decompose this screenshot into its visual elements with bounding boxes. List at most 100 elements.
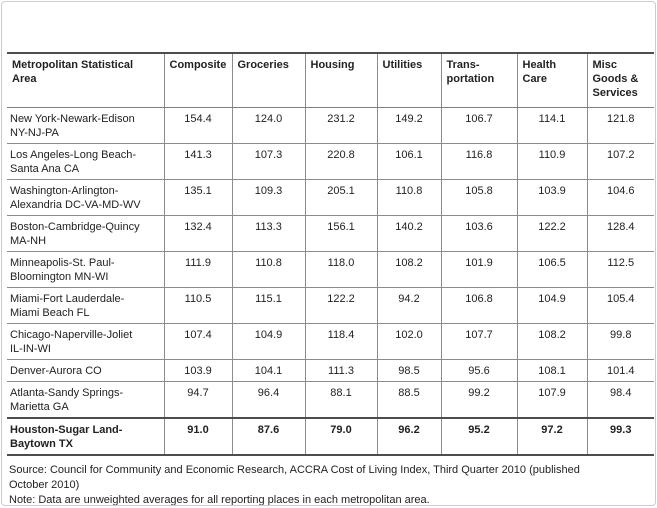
value-cell: 135.1 <box>163 179 232 216</box>
table-body: New York-Newark-Edison NY-NJ-PA 154.4 124.… <box>7 107 654 456</box>
value-cell: 103.6 <box>440 215 517 252</box>
value-cell: 102.0 <box>376 323 441 360</box>
table-row: Los Angeles-Long Beach- Santa Ana CA 141.… <box>7 143 654 180</box>
metro-area-cell: Washington-Arlington- Alexandria DC-VA-M… <box>7 179 164 216</box>
value-cell: 97.2 <box>516 417 587 456</box>
value-cell: 101.9 <box>440 251 517 288</box>
value-cell: 95.6 <box>440 359 517 382</box>
cost-of-living-table: Metropolitan Statistical Area Composite Gr… <box>7 52 654 456</box>
value-cell: 94.7 <box>163 381 232 419</box>
data-note: Note: Data are unweighted averages for a… <box>9 494 430 506</box>
value-cell: 99.8 <box>586 323 654 360</box>
value-cell: 156.1 <box>304 215 377 252</box>
value-cell: 106.1 <box>376 143 441 180</box>
value-cell: 101.4 <box>586 359 654 382</box>
value-cell: 88.5 <box>376 381 441 419</box>
value-cell: 220.8 <box>304 143 377 180</box>
value-cell: 103.9 <box>516 179 587 216</box>
value-cell: 121.8 <box>586 107 654 144</box>
value-cell: 110.8 <box>376 179 441 216</box>
table-row: Atlanta-Sandy Springs- Marietta GA 94.7 96… <box>7 381 654 419</box>
value-cell: 205.1 <box>304 179 377 216</box>
table-footnotes: Source: Council for Community and Econom… <box>9 463 649 506</box>
value-cell: 115.1 <box>231 287 305 324</box>
column-header: Trans- portation <box>440 53 517 108</box>
metro-area-cell: Boston-Cambridge-Quincy MA-NH <box>7 215 164 252</box>
table-row: Chicago-Naperville-Joliet IL-IN-WI 107.4 1… <box>7 323 654 360</box>
value-cell: 132.4 <box>163 215 232 252</box>
metro-area-cell: Atlanta-Sandy Springs- Marietta GA <box>7 381 164 419</box>
table-row: New York-Newark-Edison NY-NJ-PA 154.4 124.… <box>7 107 654 144</box>
value-cell: 107.4 <box>163 323 232 360</box>
value-cell: 118.4 <box>304 323 377 360</box>
value-cell: 113.3 <box>231 215 305 252</box>
value-cell: 109.3 <box>231 179 305 216</box>
value-cell: 107.2 <box>586 143 654 180</box>
table-row: Denver-Aurora CO 103.9 104.1 111.3 98.5 95.6 1… <box>7 359 654 382</box>
value-cell: 104.1 <box>231 359 305 382</box>
column-header: Metropolitan Statistical Area <box>7 53 164 108</box>
value-cell: 91.0 <box>163 417 232 456</box>
table-header-row: Metropolitan Statistical Area Composite Gr… <box>7 53 654 108</box>
value-cell: 106.7 <box>440 107 517 144</box>
column-header: Utilities <box>376 53 441 108</box>
column-header: Housing <box>304 53 377 108</box>
value-cell: 124.0 <box>231 107 305 144</box>
source-note: Source: Council for Community and Econom… <box>9 464 580 491</box>
metro-area-cell: Houston-Sugar Land- Baytown TX <box>7 417 164 456</box>
value-cell: 104.9 <box>516 287 587 324</box>
metro-area-cell: Minneapolis-St. Paul- Bloomington MN-WI <box>7 251 164 288</box>
metro-area-cell: New York-Newark-Edison NY-NJ-PA <box>7 107 164 144</box>
table-row: Miami-Fort Lauderdale- Miami Beach FL 110… <box>7 287 654 324</box>
table-header: Metropolitan Statistical Area Composite Gr… <box>7 53 654 108</box>
value-cell: 96.4 <box>231 381 305 419</box>
table-row: Minneapolis-St. Paul- Bloomington MN-WI 1… <box>7 251 654 288</box>
metro-area-cell: Denver-Aurora CO <box>7 359 164 382</box>
value-cell: 105.4 <box>586 287 654 324</box>
value-cell: 99.3 <box>586 417 654 456</box>
column-header: Misc Goods & Services <box>586 53 654 108</box>
value-cell: 106.5 <box>516 251 587 288</box>
value-cell: 111.3 <box>304 359 377 382</box>
metro-area-cell: Miami-Fort Lauderdale- Miami Beach FL <box>7 287 164 324</box>
value-cell: 122.2 <box>516 215 587 252</box>
metro-area-cell: Chicago-Naperville-Joliet IL-IN-WI <box>7 323 164 360</box>
value-cell: 99.2 <box>440 381 517 419</box>
value-cell: 98.4 <box>586 381 654 419</box>
value-cell: 108.1 <box>516 359 587 382</box>
value-cell: 114.1 <box>516 107 587 144</box>
value-cell: 94.2 <box>376 287 441 324</box>
value-cell: 154.4 <box>163 107 232 144</box>
value-cell: 79.0 <box>304 417 377 456</box>
value-cell: 96.2 <box>376 417 441 456</box>
value-cell: 107.9 <box>516 381 587 419</box>
value-cell: 110.5 <box>163 287 232 324</box>
value-cell: 111.9 <box>163 251 232 288</box>
value-cell: 103.9 <box>163 359 232 382</box>
value-cell: 110.9 <box>516 143 587 180</box>
value-cell: 88.1 <box>304 381 377 419</box>
table-row: Boston-Cambridge-Quincy MA-NH 132.4 113.3 1… <box>7 215 654 252</box>
value-cell: 108.2 <box>516 323 587 360</box>
table-row: Houston-Sugar Land- Baytown TX 91.0 87.6 79… <box>7 417 654 456</box>
value-cell: 116.8 <box>440 143 517 180</box>
value-cell: 104.9 <box>231 323 305 360</box>
value-cell: 118.0 <box>304 251 377 288</box>
column-header: Health Care <box>516 53 587 108</box>
value-cell: 122.2 <box>304 287 377 324</box>
value-cell: 87.6 <box>231 417 305 456</box>
value-cell: 95.2 <box>440 417 517 456</box>
metro-area-cell: Los Angeles-Long Beach- Santa Ana CA <box>7 143 164 180</box>
value-cell: 110.8 <box>231 251 305 288</box>
value-cell: 149.2 <box>376 107 441 144</box>
value-cell: 107.7 <box>440 323 517 360</box>
value-cell: 140.2 <box>376 215 441 252</box>
value-cell: 112.5 <box>586 251 654 288</box>
value-cell: 141.3 <box>163 143 232 180</box>
value-cell: 105.8 <box>440 179 517 216</box>
table-row: Washington-Arlington- Alexandria DC-VA-M… <box>7 179 654 216</box>
value-cell: 104.6 <box>586 179 654 216</box>
column-header: Groceries <box>231 53 305 108</box>
value-cell: 107.3 <box>231 143 305 180</box>
